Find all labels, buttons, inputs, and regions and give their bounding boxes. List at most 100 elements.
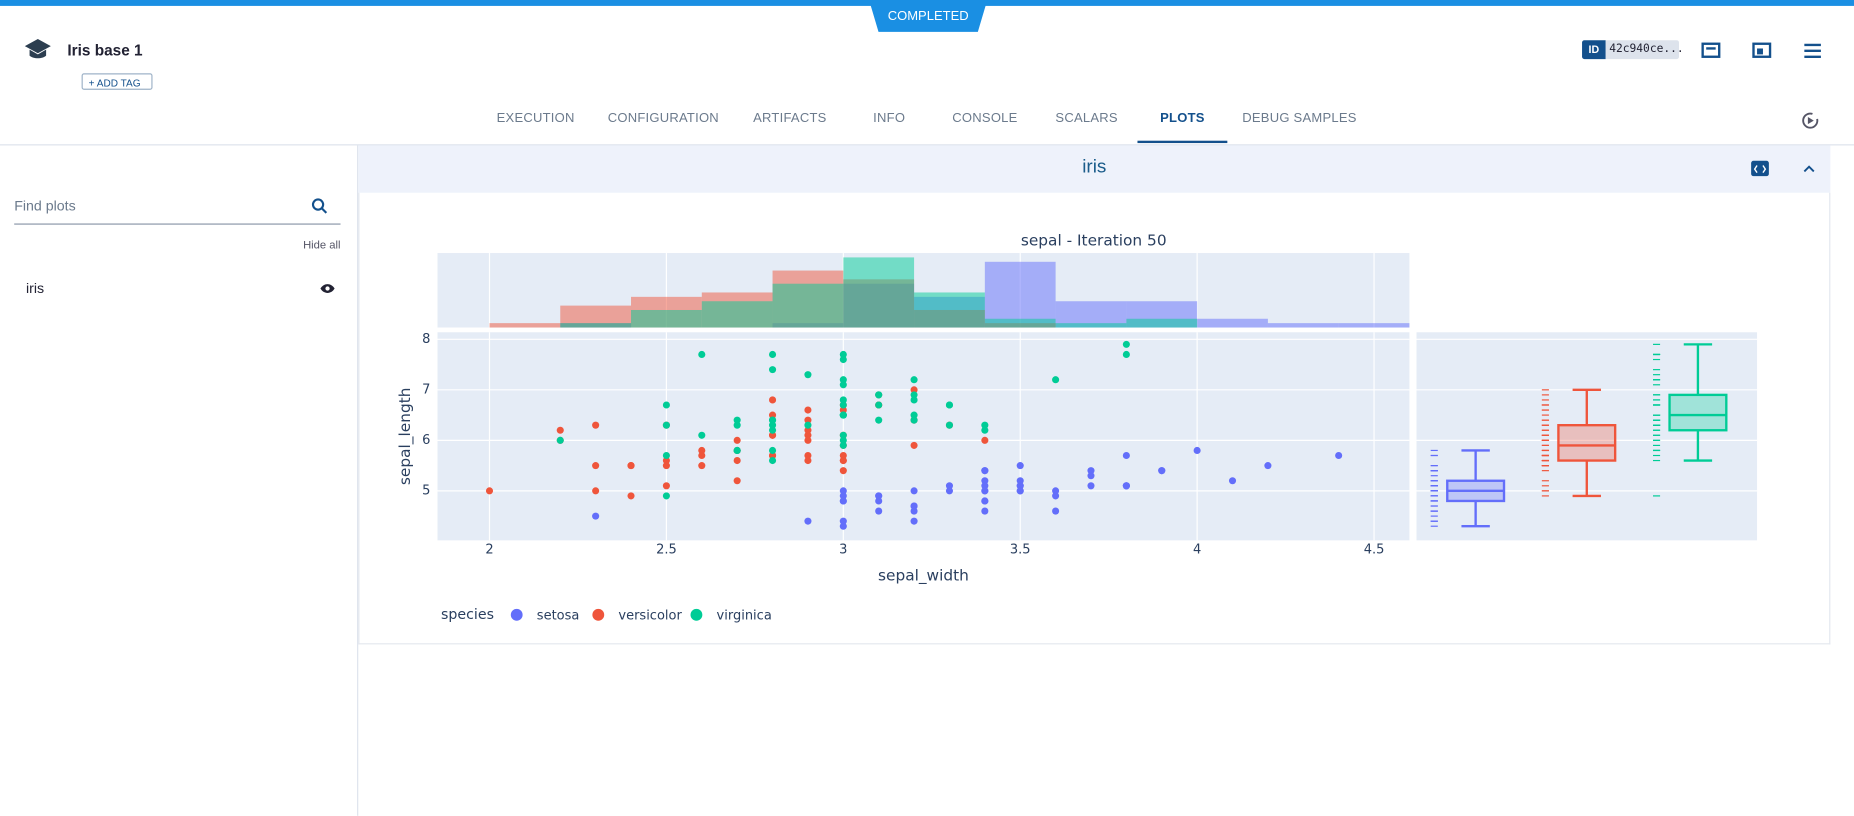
- y-tick-label: 6: [422, 433, 430, 448]
- tab[interactable]: CONFIGURATION: [607, 111, 719, 126]
- refresh-icon[interactable]: [1800, 110, 1821, 131]
- legend-marker: [690, 608, 703, 621]
- chart-title: sepal - Iteration 50: [1021, 232, 1167, 250]
- x-tick-label: 3: [839, 542, 847, 557]
- scatter-point: [910, 376, 918, 384]
- plot-list-item[interactable]: iris: [26, 280, 45, 297]
- search-underline: [14, 223, 341, 225]
- scatter-point: [981, 426, 989, 434]
- visibility-icon[interactable]: [319, 283, 336, 295]
- id-value[interactable]: 42c940ce...: [1605, 40, 1684, 60]
- section-icons[interactable]: [1750, 160, 1821, 179]
- tab[interactable]: DEBUG SAMPLES: [1242, 111, 1357, 126]
- scatter-point: [839, 497, 847, 505]
- scatter-point: [804, 371, 812, 379]
- legend-label: virginica: [717, 609, 772, 624]
- scatter-point: [1158, 467, 1166, 475]
- tab[interactable]: ARTIFACTS: [753, 111, 827, 126]
- scatter-point: [910, 502, 918, 510]
- scatter-point: [910, 386, 918, 394]
- scatter-point: [981, 482, 989, 490]
- add-tag-label[interactable]: ADD TAG: [96, 76, 141, 89]
- scatter-point: [945, 487, 954, 495]
- scatter-point: [910, 507, 918, 515]
- scatter-point: [1264, 462, 1272, 470]
- x-tick-label: 4.5: [1364, 542, 1385, 557]
- scatter-point: [733, 436, 741, 444]
- active-tab-underline: [1137, 140, 1228, 144]
- scatter-point: [592, 487, 600, 495]
- tab[interactable]: EXECUTION: [496, 111, 575, 126]
- tab[interactable]: CONSOLE: [952, 111, 1018, 126]
- scatter-point: [910, 416, 918, 424]
- hide-all-button[interactable]: Hide all: [303, 238, 341, 252]
- scatter-point: [875, 507, 883, 515]
- scatter-point: [804, 426, 812, 434]
- scatter-point: [1052, 507, 1060, 515]
- scatter-point: [910, 396, 918, 404]
- legend-title: species: [441, 607, 494, 623]
- x-tick-label: 4: [1193, 542, 1201, 557]
- scatter-point: [839, 436, 847, 444]
- scatter-point: [839, 431, 847, 439]
- scatter-point: [769, 421, 777, 429]
- tab[interactable]: INFO: [873, 111, 906, 126]
- scatter-point: [839, 396, 847, 404]
- scatter-point: [698, 451, 706, 460]
- scatter-point: [804, 406, 812, 414]
- legend-label: setosa: [537, 609, 580, 624]
- box-panel: [1416, 332, 1758, 541]
- scatter-point: [804, 416, 812, 424]
- scatter-point: [875, 492, 883, 500]
- scatter-point: [981, 421, 989, 429]
- scatter-point: [662, 457, 670, 465]
- histogram-bar: [984, 261, 1056, 328]
- status-badge-shape: [869, 0, 988, 32]
- histogram-bar: [631, 309, 702, 328]
- histogram-bar: [1267, 323, 1339, 328]
- scatter-point: [1016, 487, 1024, 495]
- scatter-point: [1016, 462, 1024, 470]
- scatter-point: [875, 391, 883, 399]
- histogram-bar: [914, 292, 985, 328]
- scatter-point: [981, 436, 989, 444]
- scatter-point: [1122, 482, 1130, 490]
- histogram-bar: [560, 305, 632, 328]
- scatter-point: [839, 376, 847, 384]
- scatter-point: [769, 426, 777, 434]
- scatter-point: [981, 467, 989, 475]
- scatter-point: [945, 401, 954, 409]
- scatter-point: [592, 421, 600, 429]
- status-badge: COMPLETED: [887, 9, 969, 24]
- add-tag-button[interactable]: + ADD TAG: [81, 73, 153, 90]
- header-icons[interactable]: [1700, 40, 1830, 61]
- experiment-title: Iris base 1: [67, 41, 143, 60]
- tab[interactable]: SCALARS: [1055, 111, 1118, 126]
- section-header: [358, 145, 1831, 193]
- scatter-point: [910, 411, 918, 419]
- y-tick-label: 8: [422, 332, 430, 347]
- scatter-point: [1052, 376, 1060, 384]
- scatter-point: [1335, 451, 1343, 460]
- divider: [0, 144, 1854, 146]
- scatter-point: [839, 350, 847, 359]
- legend-marker: [592, 608, 605, 621]
- scatter-point: [981, 507, 989, 515]
- scatter-point: [1228, 477, 1237, 485]
- scatter-point: [733, 477, 741, 485]
- search-icon[interactable]: [311, 197, 328, 214]
- scatter-point: [839, 457, 847, 465]
- scatter-point: [1016, 482, 1024, 490]
- scatter-point: [769, 416, 777, 424]
- scatter-point: [981, 477, 989, 485]
- scatter-point: [769, 411, 777, 419]
- scatter-point: [662, 421, 670, 429]
- y-tick-label: 7: [422, 382, 430, 397]
- histogram-bar: [1338, 323, 1410, 328]
- scatter-point: [1087, 472, 1095, 480]
- x-tick-label: 2.5: [656, 542, 677, 557]
- scatter-point: [662, 401, 670, 409]
- search-placeholder[interactable]: Find plots: [14, 197, 76, 215]
- tab[interactable]: PLOTS: [1160, 111, 1205, 126]
